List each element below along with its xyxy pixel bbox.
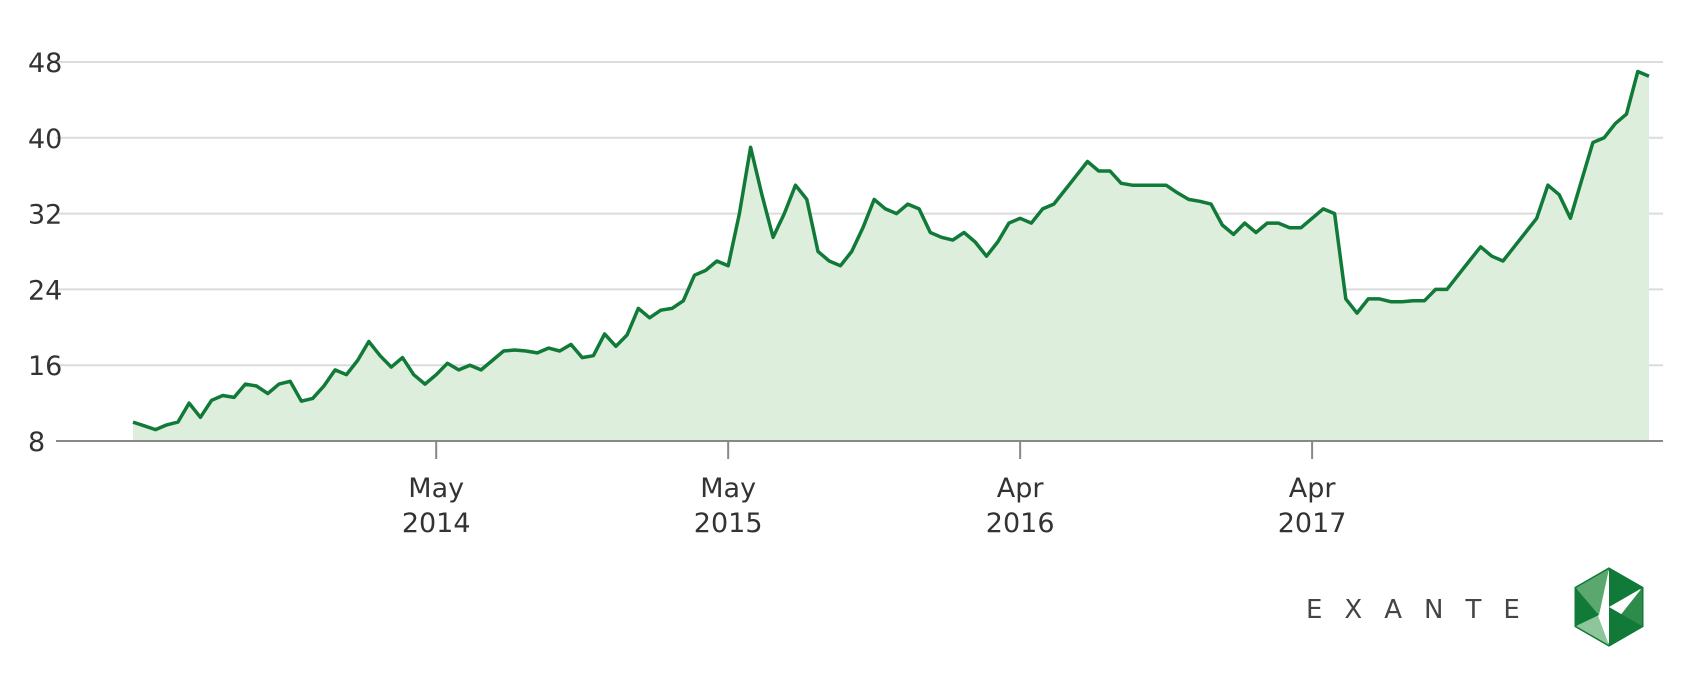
logo-text: EXANTE <box>1306 595 1542 625</box>
logo-icon <box>1574 567 1644 647</box>
y-tick-label: 8 <box>28 427 45 458</box>
x-tick-label: Apr 2017 <box>1278 473 1347 539</box>
x-tick-label: May 2015 <box>694 473 763 539</box>
area-fill <box>133 71 1649 441</box>
x-tick-label: Apr 2016 <box>986 473 1055 539</box>
line <box>132 69 1650 432</box>
y-tick-label: 24 <box>28 275 62 306</box>
plot: 8 16 24 32 40 48 May 2014 May 2015 Apr 2016 Apr 2017 <box>28 48 1663 539</box>
x-tick-label: May 2014 <box>402 473 471 539</box>
y-tick-label: 16 <box>28 351 62 382</box>
y-tick-label: 32 <box>28 200 62 231</box>
y-tick-label: 40 <box>28 124 62 155</box>
y-tick-label: 48 <box>28 48 62 79</box>
